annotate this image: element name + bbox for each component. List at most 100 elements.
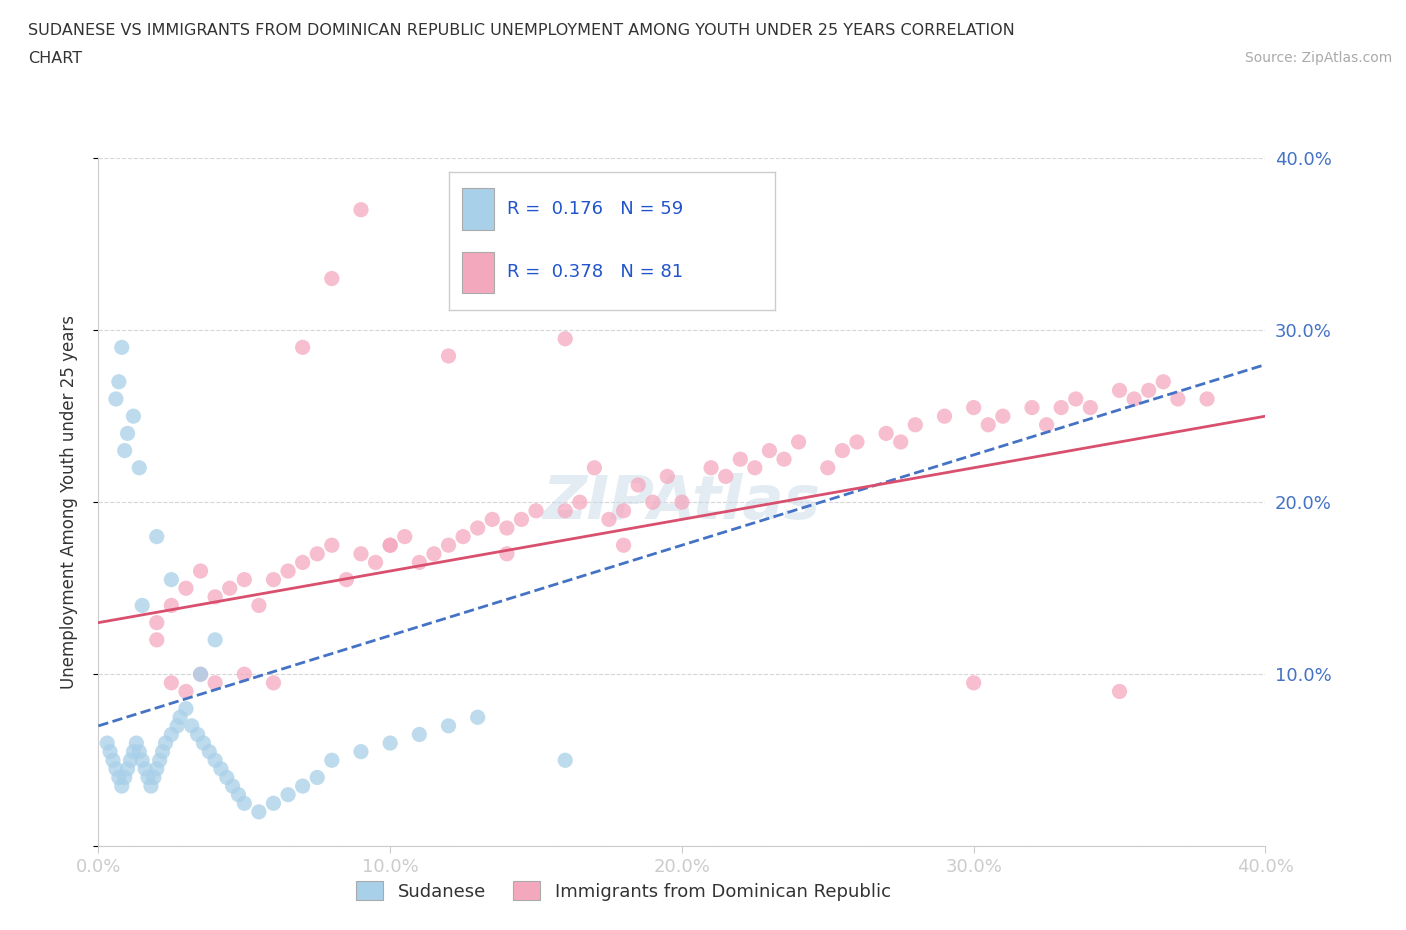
Point [1050, 400, 1073, 415]
Point [831, 444, 853, 458]
Point [152, 744, 174, 759]
Point [155, 736, 177, 751]
Point [187, 727, 209, 742]
Point [291, 555, 314, 570]
Point [146, 616, 169, 631]
Point [583, 460, 606, 475]
Point [598, 512, 620, 527]
Point [657, 469, 679, 484]
Point [451, 529, 474, 544]
Point [218, 580, 240, 596]
Point [1152, 375, 1174, 390]
Point [233, 572, 256, 587]
Point [1064, 392, 1087, 406]
Point [744, 460, 766, 475]
Point [120, 753, 142, 768]
Point [524, 503, 547, 518]
Point [758, 444, 780, 458]
Point [131, 753, 153, 768]
Point [104, 762, 127, 777]
Point [1080, 400, 1102, 415]
Point [378, 538, 402, 552]
Point [394, 529, 416, 544]
Point [180, 719, 202, 734]
Point [904, 418, 927, 432]
Point [1137, 383, 1160, 398]
Point [149, 753, 172, 768]
Point [568, 495, 591, 510]
Point [131, 598, 153, 613]
Point [612, 538, 634, 552]
Point [233, 667, 256, 682]
Point [247, 804, 270, 819]
Point [122, 409, 145, 424]
Point [1123, 392, 1146, 406]
Point [114, 770, 136, 785]
Point [554, 753, 576, 768]
Point [204, 590, 226, 604]
Point [510, 512, 533, 527]
Point [773, 452, 796, 467]
Point [122, 744, 145, 759]
Point [190, 667, 212, 682]
Text: Source: ZipAtlas.com: Source: ZipAtlas.com [1244, 51, 1392, 65]
Point [467, 521, 489, 536]
Point [190, 667, 212, 682]
Point [104, 392, 127, 406]
Text: SUDANESE VS IMMIGRANTS FROM DOMINICAN REPUBLIC UNEMPLOYMENT AMONG YOUTH UNDER 25: SUDANESE VS IMMIGRANTS FROM DOMINICAN RE… [28, 23, 1015, 38]
Point [190, 564, 212, 578]
Point [146, 632, 169, 647]
Point [204, 675, 226, 690]
Point [437, 538, 460, 552]
Point [169, 710, 191, 724]
Point [554, 331, 576, 346]
Point [215, 770, 238, 785]
Point [1021, 400, 1043, 415]
Point [125, 736, 148, 751]
Point [554, 503, 576, 518]
Point [108, 375, 131, 390]
Point [350, 547, 373, 562]
Point [233, 796, 256, 811]
Point [101, 753, 124, 768]
Point [1195, 392, 1218, 406]
Point [495, 521, 517, 536]
Point [174, 701, 197, 716]
Point [962, 400, 984, 415]
Point [146, 529, 169, 544]
Point [307, 547, 329, 562]
Point [335, 572, 357, 587]
Point [671, 495, 693, 510]
Point [307, 770, 329, 785]
Point [262, 572, 284, 587]
Point [98, 744, 121, 759]
Point [378, 538, 402, 552]
Point [612, 503, 634, 518]
Point [204, 753, 226, 768]
Point [437, 719, 460, 734]
Point [437, 349, 460, 364]
Text: CHART: CHART [28, 51, 82, 66]
Point [350, 203, 373, 218]
Point [209, 762, 232, 777]
Point [204, 632, 226, 647]
Point [128, 460, 150, 475]
Text: ZIPAtlas: ZIPAtlas [543, 472, 821, 532]
Point [291, 340, 314, 355]
Point [977, 418, 1000, 432]
Point [700, 460, 723, 475]
Point [364, 555, 387, 570]
Point [962, 675, 984, 690]
Point [117, 426, 139, 441]
Point [890, 434, 912, 449]
Legend: Sudanese, Immigrants from Dominican Republic: Sudanese, Immigrants from Dominican Repu… [347, 872, 900, 910]
Point [160, 572, 183, 587]
Point [160, 675, 183, 690]
Point [728, 452, 751, 467]
Point [321, 753, 343, 768]
Point [845, 434, 868, 449]
Point [423, 547, 446, 562]
Point [291, 778, 314, 793]
Point [321, 272, 343, 286]
Point [467, 710, 489, 724]
